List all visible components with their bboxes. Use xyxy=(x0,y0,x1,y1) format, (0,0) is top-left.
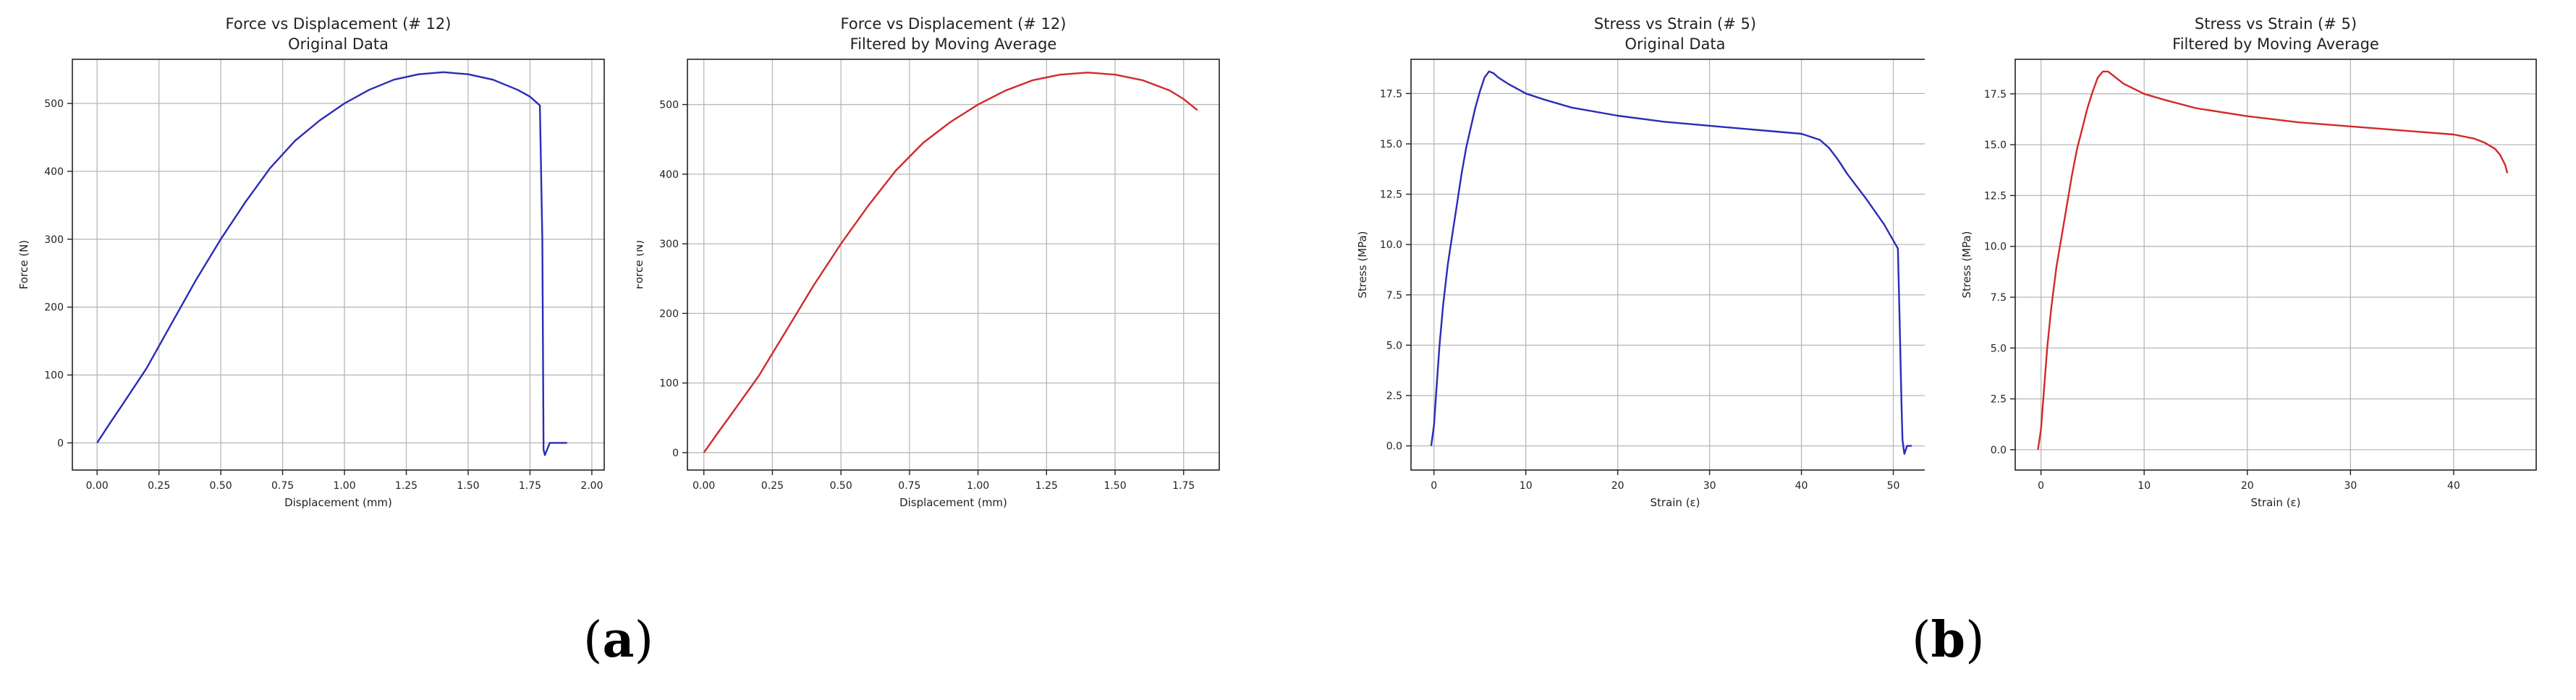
chart1-title: Force vs Displacement (# 12) xyxy=(226,15,452,33)
chart3-y-tick-label-5: 12.5 xyxy=(1380,189,1402,201)
chart3-x-axis-label: Strain (ε) xyxy=(1650,496,1700,509)
panel-a: Force vs Displacement (# 12) Original Dat… xyxy=(17,15,1220,669)
chart2-y-axis-label: Force (N) xyxy=(637,240,645,289)
chart2-y-tick-label-1: 100 xyxy=(659,378,679,390)
chart3-x-tick-label-3: 30 xyxy=(1703,480,1716,492)
chart1-x-tick-label-1: 0.25 xyxy=(148,480,170,492)
chart2-x-tick-label-2: 0.50 xyxy=(830,480,852,492)
chart1-y-tick-label-1: 100 xyxy=(44,370,64,382)
chart3-x-tick-label-4: 40 xyxy=(1795,480,1808,492)
chart1-x-tick-label-4: 1.00 xyxy=(333,480,355,492)
label-b-letter: b xyxy=(1931,611,1966,669)
chart4-y-tick-label-3: 7.5 xyxy=(1991,292,2007,304)
chart3-y-tick-label-1: 2.5 xyxy=(1386,390,1402,402)
chart3-y-tick-label-0: 0.0 xyxy=(1386,441,1402,453)
chart2-y-tick-label-0: 0 xyxy=(672,448,679,459)
chart3-y-axis-label: Stress (MPa) xyxy=(1356,231,1369,298)
chart2-y-tick-label-4: 400 xyxy=(659,169,679,181)
subfigure-label-a: (a) xyxy=(583,611,653,669)
chart1-x-tick-label-6: 1.50 xyxy=(457,480,479,492)
chart4-x-tick-label-2: 20 xyxy=(2241,480,2254,492)
chart4-x-tick-label-4: 40 xyxy=(2447,480,2460,492)
chart1-y-tick-label-5: 500 xyxy=(44,98,64,110)
chart1-x-tick-label-3: 0.75 xyxy=(271,480,294,492)
subfigure-label-b: (b) xyxy=(1912,611,1985,669)
chart3-plot-frame xyxy=(1410,59,1925,471)
chart3-series-line-0 xyxy=(1430,70,1912,455)
chart2-plot-frame xyxy=(687,59,1220,471)
chart2-x-tick-label-4: 1.00 xyxy=(967,480,989,492)
chart4-y-tick-label-6: 15.0 xyxy=(1984,140,2007,151)
chart4-x-axis-label: Strain (ε) xyxy=(2250,496,2300,509)
chart4-y-tick-label-0: 0.0 xyxy=(1991,445,2007,456)
chart-stress-strain-original: Stress vs Strain (# 5) Original Data 0 10 20… xyxy=(1356,15,1925,509)
chart4-y-tick-label-5: 12.5 xyxy=(1984,190,2007,202)
chart1-series-line-0 xyxy=(96,71,567,456)
chart3-y-tick-label-4: 10.0 xyxy=(1380,239,1402,251)
chart3-x-tick-label-0: 0 xyxy=(1431,480,1437,492)
chart3-x-tick-label-5: 50 xyxy=(1887,480,1900,492)
chart3-y-tick-label-7: 17.5 xyxy=(1380,88,1402,100)
chart2-y-tick-label-3: 300 xyxy=(659,239,679,250)
chart1-subtitle: Original Data xyxy=(288,35,389,53)
chart1-plot-frame xyxy=(72,59,605,471)
chart2-x-tick-label-5: 1.25 xyxy=(1035,480,1058,492)
chart1-x-tick-label-7: 1.75 xyxy=(519,480,541,492)
chart3-y-tick-label-6: 15.0 xyxy=(1380,139,1402,150)
chart3-x-tick-label-1: 10 xyxy=(1520,480,1533,492)
label-b-open: ( xyxy=(1912,612,1931,669)
chart2-subtitle: Filtered by Moving Average xyxy=(850,35,1057,53)
chart4-y-axis-label: Stress (MPa) xyxy=(1960,231,1973,298)
chart1-x-tick-label-2: 0.50 xyxy=(210,480,232,492)
chart2-x-tick-label-6: 1.50 xyxy=(1103,480,1126,492)
chart2-y-tick-label-2: 200 xyxy=(659,308,679,320)
chart4-y-tick-label-1: 2.5 xyxy=(1991,394,2007,406)
chart2-x-tick-label-3: 0.75 xyxy=(898,480,920,492)
label-b-close: ) xyxy=(1965,612,1985,669)
chart2-y-tick-label-5: 500 xyxy=(659,100,679,111)
chart1-x-tick-label-8: 2.00 xyxy=(580,480,603,492)
chart1-y-tick-label-0: 0 xyxy=(57,438,64,449)
chart-stress-strain-filtered: Stress vs Strain (# 5) Filtered by Moving… xyxy=(1960,15,2537,509)
chart2-series-line-0 xyxy=(703,72,1198,453)
chart1-x-axis-label: Displacement (mm) xyxy=(284,496,392,509)
chart2-x-axis-label: Displacement (mm) xyxy=(899,496,1007,509)
chart2-x-tick-label-1: 0.25 xyxy=(761,480,784,492)
chart1-y-tick-label-4: 400 xyxy=(44,166,64,178)
chart3-y-tick-label-2: 5.0 xyxy=(1386,340,1402,351)
chart1-y-tick-label-3: 300 xyxy=(44,234,64,246)
chart4-title: Stress vs Strain (# 5) xyxy=(2195,15,2357,33)
chart2-x-tick-label-7: 1.75 xyxy=(1172,480,1195,492)
chart3-y-tick-label-3: 7.5 xyxy=(1386,290,1402,302)
chart-force-displacement-original: Force vs Displacement (# 12) Original Dat… xyxy=(17,15,605,509)
chart4-x-tick-label-0: 0 xyxy=(2038,480,2044,492)
chart3-x-tick-label-2: 20 xyxy=(1611,480,1624,492)
chart3-subtitle: Original Data xyxy=(1625,35,1726,53)
chart4-y-tick-label-4: 10.0 xyxy=(1984,242,2007,253)
chart4-series-line-0 xyxy=(2037,70,2509,451)
chart1-x-tick-label-5: 1.25 xyxy=(395,480,418,492)
chart3-title: Stress vs Strain (# 5) xyxy=(1594,15,1756,33)
chart4-y-tick-label-7: 17.5 xyxy=(1984,89,2007,101)
chart4-x-tick-label-1: 10 xyxy=(2138,480,2151,492)
chart4-subtitle: Filtered by Moving Average xyxy=(2172,35,2379,53)
chart4-y-tick-label-2: 5.0 xyxy=(1991,343,2007,354)
label-a-letter: a xyxy=(602,611,635,669)
chart1-y-axis-label: Force (N) xyxy=(17,240,30,289)
chart4-x-tick-label-3: 30 xyxy=(2344,480,2357,492)
chart2-x-tick-label-0: 0.00 xyxy=(692,480,715,492)
chart1-y-tick-label-2: 200 xyxy=(44,302,64,314)
chart2-title: Force vs Displacement (# 12) xyxy=(841,15,1067,33)
panel-b: Stress vs Strain (# 5) Original Data 0 10 20… xyxy=(1288,0,2576,700)
chart1-x-tick-label-0: 0.00 xyxy=(86,480,109,492)
chart-force-displacement-filtered: Force vs Displacement (# 12) Filtered by … xyxy=(637,15,1220,509)
chart4-plot-frame xyxy=(2014,59,2537,471)
label-a-close: ) xyxy=(634,612,654,669)
label-a-open: ( xyxy=(583,612,603,669)
